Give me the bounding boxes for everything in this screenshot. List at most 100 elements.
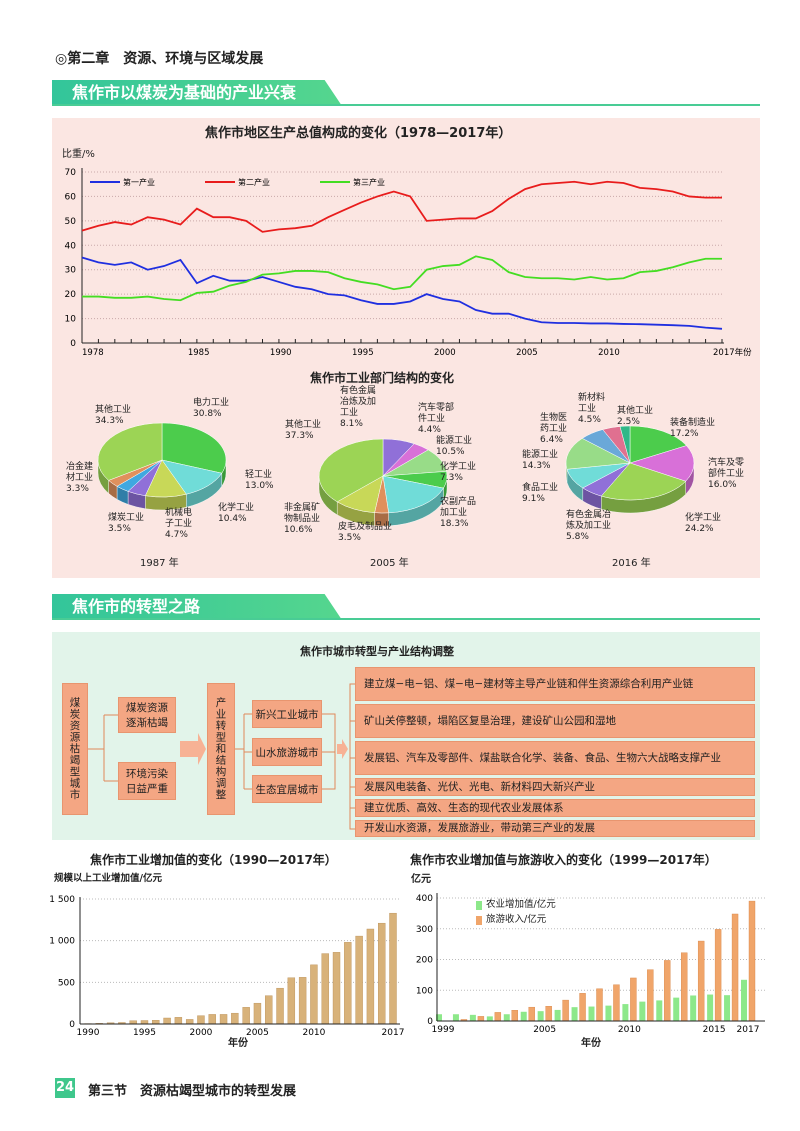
bar-tourism-2016 [731, 913, 739, 1022]
bar-agri-2002 [486, 1016, 493, 1021]
flow-arrow [180, 733, 206, 765]
pie-label-value: 3.5% [108, 524, 131, 534]
pie-label: 汽车零部 件工业 4.4% [418, 403, 454, 436]
pie-label: 能源工业 10.5% [436, 436, 472, 458]
pie-slice [629, 445, 695, 482]
pie-label-value: 8.1% [340, 419, 363, 429]
footer-section-title: 第三节 资源枯竭型城市的转型发展 [88, 1084, 297, 1099]
pie-label-name: 其他工业 [285, 420, 322, 430]
y-tick-label: 0 [427, 1017, 433, 1027]
x-tick-label: 2000 [434, 348, 456, 358]
bar-industry-2004 [242, 1007, 250, 1025]
y-tick-label: 10 [65, 315, 77, 325]
pie-label-value: 4.4% [418, 425, 441, 435]
bar-industry-1995 [140, 1020, 149, 1025]
y-tick-label: 60 [65, 192, 77, 202]
pie-label: 能源工业 14.3% [522, 450, 558, 472]
pie-label-name: 汽车及零 部件工业 [708, 458, 745, 479]
pie-label-value: 6.4% [540, 435, 563, 445]
bar-industry-2014 [355, 935, 363, 1025]
flow-origin-box: 煤炭资源枯竭型城市 [62, 683, 88, 815]
pie-year-2005: 2005 年 [370, 558, 409, 569]
pie-slice [318, 438, 384, 503]
pie-label: 冶金建 材工业 3.3% [66, 462, 93, 495]
legend-swatch-tourism [476, 916, 482, 925]
pie-label-name: 装备制造业 [670, 418, 716, 428]
y-tick-label: 70 [65, 168, 77, 178]
pie-label: 其他工业 2.5% [617, 406, 653, 428]
x-tick-label: 2000 [190, 1028, 213, 1038]
agri-tourism-chart-title: 焦作市农业增加值与旅游收入的变化（1999—2017年） [410, 853, 717, 867]
bar-industry-1997 [163, 1017, 171, 1025]
y-tick-label: 20 [65, 290, 77, 300]
x-tick-label: 1990 [77, 1028, 100, 1038]
bar-industry-1998 [174, 1017, 183, 1025]
series-line-1 [81, 256, 723, 330]
bar-industry-2015 [366, 928, 375, 1025]
pie-label: 化学工业 24.2% [685, 513, 721, 535]
pie-label-value: 14.3% [522, 461, 551, 471]
pie-label-value: 37.3% [285, 431, 314, 441]
pie-label-name: 化学工业 [218, 503, 255, 513]
x-tick-label: 2010 [302, 1028, 325, 1038]
pie-slice [161, 422, 227, 474]
bar-industry-2013 [344, 942, 352, 1025]
banner-rule [52, 618, 760, 620]
y-tick-label: 0 [69, 1020, 75, 1030]
bar-industry-2006 [265, 995, 273, 1025]
y-tick-label: 300 [416, 925, 433, 935]
flow-connector [235, 713, 252, 790]
bar-tourism-2014 [697, 940, 705, 1022]
pie-label: 电力工业 30.8% [193, 398, 229, 420]
pie-label-name: 有色金属 冶炼及加 工业 [340, 386, 377, 418]
x-tick-label: 1995 [133, 1028, 156, 1038]
bar-agri-2015 [707, 994, 714, 1021]
pie-label-name: 能源工业 [436, 436, 473, 446]
x-tick-label: 1995 [352, 348, 374, 358]
series-line-2 [81, 180, 722, 233]
bar-agri-2000 [452, 1014, 459, 1021]
x-tick-label: 1990 [270, 348, 292, 358]
pie-label: 汽车及零 部件工业 16.0% [708, 458, 744, 491]
pie-label: 机械电 子工业 4.7% [165, 508, 192, 541]
bar-tourism-2017 [748, 900, 756, 1022]
legend-label: 第二产业 [238, 177, 270, 187]
pie-label-name: 新材料 工业 [578, 393, 606, 414]
y-tick-label: 500 [58, 978, 75, 988]
bar-industry-1999 [185, 1019, 194, 1025]
chapter-header: ◎第二章 资源、环境与区域发展 [55, 51, 264, 67]
pie-label: 有色金属 冶炼及加 工业 8.1% [340, 386, 376, 430]
bar-industry-1996 [152, 1020, 160, 1025]
x-tick-label: 2017 [737, 1025, 760, 1035]
series-line-3 [82, 255, 722, 302]
pie-label: 生物医 药工业 6.4% [540, 413, 567, 446]
legend-swatch-agri [476, 901, 482, 910]
pie-year-2016: 2016 年 [612, 558, 651, 569]
bar-industry-2000 [197, 1015, 205, 1025]
flow-measure-box: 发展风电装备、光伏、光电、新材料四大新兴产业 [355, 778, 755, 796]
y-tick-label: 200 [416, 956, 433, 966]
y-tick-label: 1 500 [49, 895, 75, 905]
pie-label-name: 煤炭工业 [108, 513, 145, 523]
pie-label-name: 皮毛及制品业 [338, 522, 393, 532]
line-chart-title: 焦作市地区生产总值构成的变化（1978—2017年） [205, 126, 512, 141]
legend-tourism: 旅游收入/亿元 [486, 914, 547, 925]
bar-agri-2011 [639, 1001, 646, 1021]
pie-label-value: 18.3% [440, 519, 469, 529]
pie-label-name: 机械电 子工业 [165, 508, 193, 529]
pie-label: 食品工业 9.1% [522, 483, 558, 505]
pie-label-value: 3.5% [338, 533, 361, 543]
pie-year-1987: 1987 年 [140, 558, 179, 569]
pie-slice [382, 475, 444, 514]
bar-tourism-2013 [681, 952, 688, 1022]
bar-industry-2002 [219, 1014, 228, 1025]
pie-slice [629, 425, 687, 464]
pie-label-value: 3.3% [66, 484, 89, 494]
x-tick-label: 2017年份 [713, 347, 752, 358]
bar-agri-2016 [724, 995, 731, 1021]
pie-label-value: 4.5% [578, 415, 601, 425]
page-number: 24 [55, 1078, 75, 1098]
flow-measure-box: 开发山水资源，发展旅游业，带动第三产业的发展 [355, 820, 755, 837]
flow-city-box: 新兴工业城市 [252, 700, 322, 728]
pie-label-name: 其他工业 [95, 405, 132, 415]
